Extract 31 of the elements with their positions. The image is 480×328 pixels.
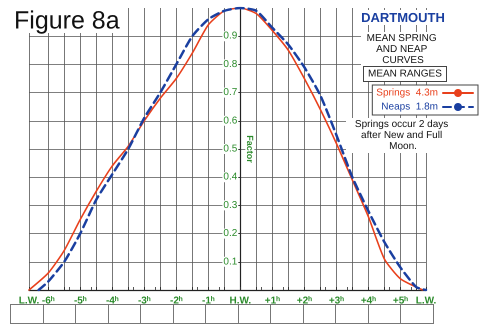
legend-title: MEAN RANGES — [368, 68, 442, 80]
y-tick-label: 0.6 — [223, 115, 238, 126]
x-tick-label: +2ʰ — [296, 296, 312, 306]
chart-subtitle: DARTMOUTH — [361, 10, 445, 25]
x-tick-label: -5ʰ — [74, 296, 87, 306]
chart-title: Figure 8a — [14, 6, 120, 34]
x-tick-label: +4ʰ — [360, 296, 376, 306]
x-tick-label: -6ʰ — [42, 296, 55, 306]
x-tick-label: -2ʰ — [170, 296, 183, 306]
x-tick-label: L.W. — [416, 296, 436, 306]
y-tick-label: 0.7 — [223, 87, 238, 98]
annotation: Springs occur 2 days after New and Full Moon. — [354, 119, 452, 152]
x-tick-label: -1ʰ — [202, 296, 215, 306]
annotation: MEAN SPRING AND NEAP CURVES — [366, 33, 440, 66]
y-tick-label: 0.1 — [223, 256, 238, 268]
y-tick-label: 0.4 — [223, 172, 238, 183]
x-tick-label: H.W. — [229, 296, 252, 306]
x-tick-label: +3ʰ — [328, 296, 344, 306]
y-tick-label: 0.3 — [223, 200, 238, 211]
x-tick-label: +1ʰ — [264, 296, 280, 306]
legend-label: Springs 4.3m — [376, 88, 438, 98]
y-tick-label: 0.2 — [223, 228, 238, 240]
y-axis-title: Factor — [244, 135, 255, 164]
legend-label: Neaps 1.8m — [381, 102, 438, 112]
x-tick-label: +5ʰ — [392, 296, 408, 306]
x-tick-label: -3ʰ — [138, 296, 151, 306]
y-tick-label: 0.5 — [223, 144, 238, 154]
x-tick-label: L.W. — [18, 296, 40, 306]
y-tick-label: 0.8 — [223, 58, 238, 70]
x-tick-label: -4ʰ — [106, 296, 119, 306]
y-tick-label: 0.9 — [223, 30, 238, 42]
